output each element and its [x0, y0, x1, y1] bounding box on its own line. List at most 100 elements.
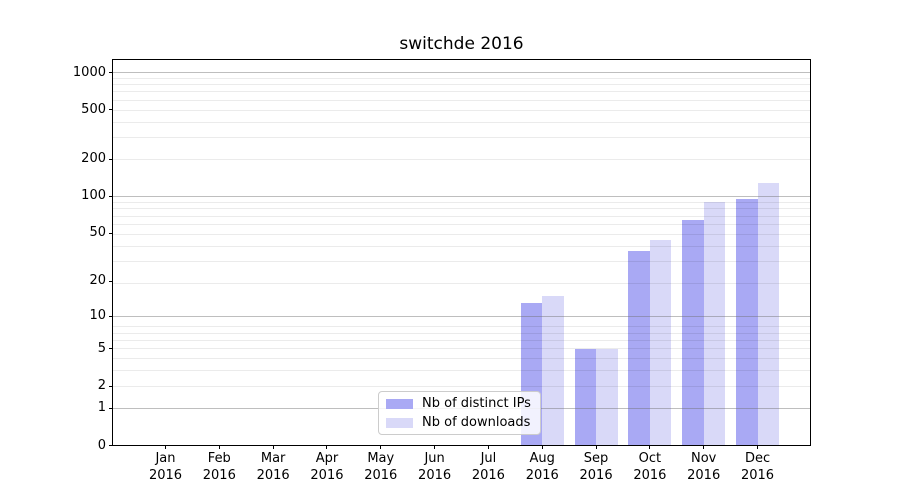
x-tick-year: 2016 [310, 468, 344, 483]
x-tick-mark [380, 445, 382, 449]
y-tick-mark [109, 348, 113, 350]
bar-downloads-oct [649, 240, 672, 445]
legend: Nb of distinct IPs Nb of downloads [378, 391, 541, 435]
gridline-minor [113, 91, 810, 93]
x-tick-year: 2016 [579, 468, 613, 483]
x-tick-mark [272, 445, 274, 449]
bar-distinct-ips-oct [628, 250, 650, 445]
y-tick-label: 20 [89, 273, 106, 289]
x-tick-label: Jan 2016 [138, 450, 194, 484]
x-tick-label: Oct 2016 [622, 450, 678, 484]
gridline-minor [113, 326, 810, 328]
x-tick-mark [595, 445, 597, 449]
bar-distinct-ips-dec [736, 199, 758, 445]
x-tick-month: May [367, 451, 395, 466]
y-tick-label: 100 [81, 188, 106, 204]
gridline-minor [113, 202, 810, 204]
x-tick-label: Apr 2016 [299, 450, 355, 484]
x-tick-month: Feb [207, 451, 231, 466]
x-tick-month: Apr [315, 451, 339, 466]
bar-downloads-sep [596, 348, 618, 445]
gridline-minor [113, 99, 810, 101]
x-tick-mark [487, 445, 489, 449]
x-tick-month: Jul [480, 451, 497, 466]
gridline-minor [113, 233, 810, 235]
gridline-minor [113, 245, 810, 247]
x-tick-year: 2016 [364, 468, 398, 483]
legend-row-distinct-ips: Nb of distinct IPs [386, 395, 540, 411]
y-tick-label: 1 [97, 400, 106, 416]
gridline-minor [113, 121, 810, 123]
y-tick-mark [109, 158, 113, 160]
y-tick-label: 2 [97, 378, 106, 394]
x-tick-year: 2016 [633, 468, 667, 483]
y-tick-mark [109, 385, 113, 387]
y-tick-mark [109, 109, 113, 111]
gridline-minor [113, 332, 810, 334]
x-tick-month: Dec [744, 451, 771, 466]
gridline-minor [113, 261, 810, 263]
gridline-minor [113, 283, 810, 285]
plot-area [112, 59, 811, 446]
x-tick-year: 2016 [740, 468, 775, 483]
x-tick-mark [326, 445, 328, 449]
x-tick-label: Jul 2016 [460, 450, 516, 484]
y-tick-mark [109, 445, 113, 446]
gridline-minor [113, 84, 810, 86]
bar-downloads-aug [542, 295, 564, 445]
y-tick-label: 200 [81, 151, 106, 167]
x-tick-label: May 2016 [353, 450, 409, 484]
gridline-minor [113, 208, 810, 210]
legend-row-downloads: Nb of downloads [386, 414, 540, 430]
x-tick-month: Aug [529, 451, 555, 466]
y-tick-mark [109, 72, 113, 74]
x-tick-month: Oct [638, 451, 662, 466]
x-tick-month: Sep [583, 451, 609, 466]
bar-downloads-dec [757, 183, 780, 445]
gridline-minor [113, 215, 810, 217]
y-tick-label: 1000 [72, 64, 106, 80]
x-tick-month: Jan [155, 451, 176, 466]
x-tick-year: 2016 [471, 468, 505, 483]
x-tick-year: 2016 [418, 468, 452, 483]
y-tick-label: 500 [81, 101, 106, 117]
y-tick-mark [109, 195, 113, 197]
legend-label-downloads: Nb of downloads [422, 414, 531, 430]
x-tick-year: 2016 [148, 468, 183, 483]
y-tick-label: 5 [97, 340, 106, 356]
gridline-minor [113, 385, 810, 387]
gridline-minor [113, 339, 810, 341]
legend-label-distinct-ips: Nb of distinct IPs [422, 395, 531, 411]
x-tick-mark [649, 445, 651, 449]
gridline-minor [113, 358, 810, 360]
x-tick-month: Nov [691, 451, 717, 466]
gridline-major [113, 72, 810, 74]
x-tick-mark [218, 445, 220, 449]
x-tick-label: Feb 2016 [191, 450, 247, 484]
y-tick-label: 0 [97, 437, 106, 453]
x-tick-mark [434, 445, 436, 449]
gridline-minor [113, 370, 810, 372]
x-tick-label: Nov 2016 [676, 450, 732, 484]
x-tick-year: 2016 [687, 468, 721, 483]
legend-swatch-distinct-ips [386, 398, 413, 409]
gridline-minor [113, 348, 810, 350]
x-tick-label: Sep 2016 [568, 450, 624, 484]
y-tick-mark [109, 280, 113, 282]
legend-swatch-downloads [386, 417, 413, 428]
gridline-minor [113, 109, 810, 111]
x-tick-year: 2016 [202, 468, 236, 483]
y-tick-label: 50 [89, 225, 106, 241]
x-tick-label: Dec 2016 [730, 450, 786, 484]
gridline-minor [113, 223, 810, 225]
y-tick-mark [109, 232, 113, 234]
y-tick-label: 10 [89, 308, 106, 324]
x-tick-mark [703, 445, 705, 449]
x-tick-mark [757, 445, 759, 449]
x-tick-label: Mar 2016 [245, 450, 301, 484]
x-tick-month: Jun [424, 451, 445, 466]
bar-distinct-ips-nov [682, 220, 704, 445]
gridline-major [113, 195, 810, 197]
x-tick-year: 2016 [525, 468, 559, 483]
